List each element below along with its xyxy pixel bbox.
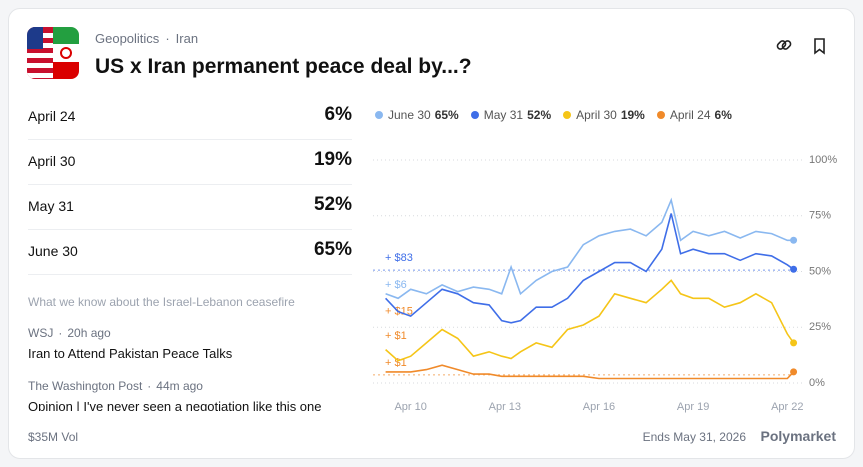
- end-dot: [790, 236, 798, 244]
- separator: ·: [165, 31, 170, 46]
- annotation: + $83: [385, 252, 413, 264]
- series-line: [385, 197, 794, 300]
- legend-label: June 30: [388, 108, 431, 122]
- bookmark-icon[interactable]: [814, 38, 825, 55]
- news-title[interactable]: Opinion | I've never seen a negotiation …: [28, 399, 322, 411]
- legend-label: May 31: [483, 108, 524, 122]
- brand: Polymarket: [761, 428, 836, 444]
- annotation: + $6: [385, 279, 407, 291]
- legend-item: April 24 6%: [656, 108, 732, 122]
- annotation: + $1: [385, 330, 407, 342]
- legend-label: April 24: [669, 108, 711, 122]
- legend-value: 6%: [714, 108, 732, 122]
- news-title[interactable]: Iran to Attend Pakistan Peace Talks: [28, 346, 233, 361]
- series-line: [385, 213, 795, 324]
- legend-item: April 30 19%: [563, 108, 645, 122]
- actions: [776, 38, 825, 55]
- news-headline[interactable]: What we know about the Israel-Lebanon ce…: [28, 295, 295, 309]
- x-tick-label: Apr 13: [489, 401, 521, 413]
- y-tick-label: 100%: [809, 154, 837, 166]
- tag[interactable]: Iran: [175, 31, 199, 46]
- brand-name: Polymarket: [760, 428, 836, 444]
- outcome-label: April 30: [28, 153, 76, 169]
- legend-value: 65%: [434, 108, 459, 122]
- legend-swatch: [656, 111, 665, 119]
- chart: 0% 25% 50% 75% 100% Apr 10 Apr 13 Apr 16 Apr 19 A…: [373, 154, 837, 413]
- source-name: WSJ: [28, 326, 54, 340]
- news: What we know about the Israel-Lebanon ce…: [28, 295, 358, 411]
- y-tick-label: 0%: [809, 377, 825, 389]
- time: 44m ago: [156, 379, 203, 393]
- flag-image: [27, 27, 79, 79]
- outcome-row[interactable]: April 30 19%: [28, 139, 352, 185]
- breadcrumb: Geopolitics · Iran: [95, 31, 204, 46]
- outcome-percent: 52%: [313, 194, 352, 215]
- separator: ·: [147, 379, 152, 393]
- y-tick-label: 25%: [809, 321, 831, 333]
- x-tick-label: Apr 16: [583, 401, 615, 413]
- y-tick-label: 75%: [809, 210, 831, 222]
- volume: $35M Vol: [28, 430, 79, 444]
- end-date: Ends May 31, 2026: [642, 430, 746, 444]
- outcome-label: May 31: [28, 198, 74, 214]
- outcome-percent: 65%: [313, 239, 352, 260]
- link-icon[interactable]: [776, 40, 792, 51]
- category[interactable]: Geopolitics: [95, 31, 160, 46]
- legend-value: 52%: [527, 108, 552, 122]
- outcome-label: April 24: [28, 108, 76, 124]
- y-tick-label: 50%: [809, 265, 831, 277]
- market-icon: [27, 27, 79, 79]
- x-tick-label: Apr 10: [394, 401, 426, 413]
- news-source: The Washington Post · 44m ago: [28, 379, 358, 393]
- time: 20h ago: [67, 326, 111, 340]
- end-dot: [790, 368, 798, 376]
- separator: ·: [58, 326, 63, 340]
- outcome-label: June 30: [28, 243, 78, 259]
- legend-swatch: [563, 111, 572, 119]
- end-dot: [790, 339, 798, 347]
- legend: June 30 65% May 31 52% April 30 19% April 24 6%: [375, 108, 744, 122]
- x-tick-label: Apr 19: [677, 401, 709, 413]
- market-title[interactable]: US x Iran permanent peace deal by...?: [95, 55, 472, 78]
- news-source: WSJ · 20h ago: [28, 326, 358, 340]
- outcome-percent: 6%: [324, 104, 352, 125]
- source-name: The Washington Post: [28, 379, 143, 393]
- outcome-row[interactable]: June 30 65%: [28, 229, 352, 275]
- legend-item: June 30 65%: [375, 108, 459, 122]
- legend-item: May 31 52%: [470, 108, 552, 122]
- outcome-row[interactable]: May 31 52%: [28, 184, 352, 230]
- series-line: [385, 364, 795, 380]
- legend-label: April 30: [576, 108, 617, 122]
- outcome-row[interactable]: April 24 6%: [28, 94, 352, 140]
- legend-value: 19%: [620, 108, 645, 122]
- series-line: [385, 279, 795, 362]
- x-tick-label: Apr 22: [771, 401, 803, 413]
- legend-swatch: [470, 111, 479, 119]
- end-dot: [790, 265, 798, 273]
- legend-swatch: [375, 111, 383, 119]
- outcome-percent: 19%: [313, 149, 352, 170]
- market-card: Geopolitics · Iran US x Iran permanent pea…: [8, 8, 855, 459]
